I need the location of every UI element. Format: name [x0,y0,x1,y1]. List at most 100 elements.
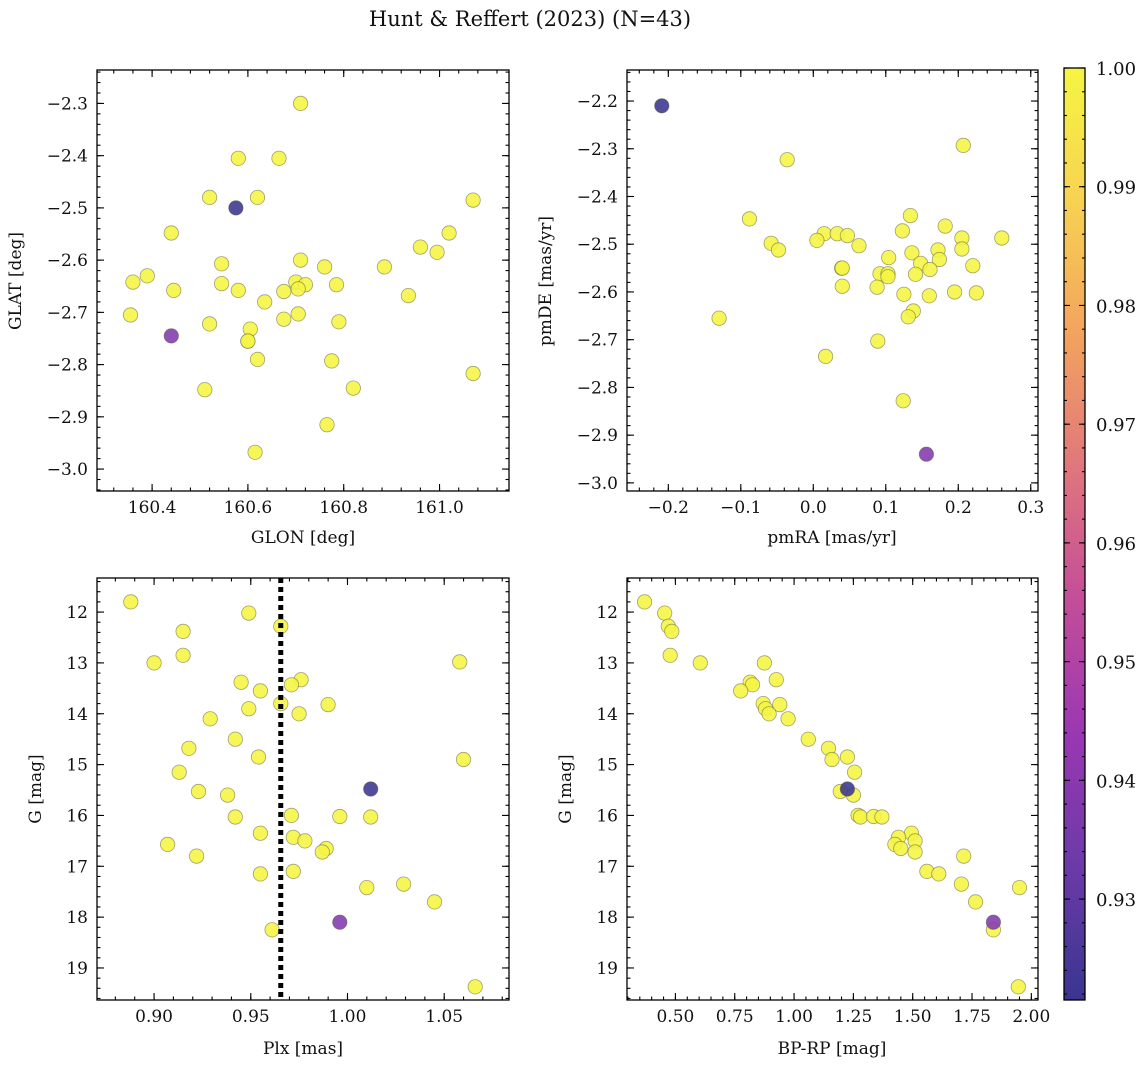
x-tick-label: 0.1 [872,498,899,518]
data-point [230,150,246,166]
data-point [264,922,280,938]
x-tick-label: 160.8 [319,498,368,518]
data-point [175,623,191,640]
data-point [839,228,856,244]
data-point [202,711,218,727]
data-point [1011,879,1028,896]
y-tick-label: 13 [66,654,88,674]
data-point [994,230,1010,246]
data-point [956,848,972,864]
x-tick-label: 161.0 [415,498,464,518]
axes-frame [96,577,510,1001]
x-tick-label: 1.50 [894,1007,932,1027]
data-point [824,751,840,768]
y-tick-label: −2.5 [577,235,618,255]
data-point [257,294,273,310]
data-point [874,809,890,825]
data-point [441,225,457,241]
data-point [214,256,230,272]
data-point [809,232,825,248]
data-point [1010,979,1026,995]
data-point [869,279,885,295]
data-point [834,260,850,276]
y-tick-label: −2.8 [47,356,88,376]
y-tick-label: −2.7 [47,303,88,323]
x-axis-label: pmRA [mas/yr] [767,528,896,548]
data-point [252,683,268,699]
y-tick-label: 19 [596,959,618,979]
data-point [839,749,856,765]
data-point [907,844,923,860]
data-point [772,696,788,713]
data-point [968,285,985,301]
axes-frame [626,69,1039,492]
data-point [465,192,481,208]
y-tick-label: 12 [596,603,618,623]
colorbar-tick-label: 0.97 [1096,415,1136,436]
x-axis-label: Plx [mas] [263,1039,343,1059]
colorbar-tick-label: 0.99 [1096,178,1136,199]
data-point [662,647,678,663]
data-point [249,189,266,205]
y-tick-label: −2.3 [577,140,618,160]
x-tick-label: 1.00 [329,1007,367,1027]
data-point [907,266,924,282]
data-point [741,211,758,227]
data-point [895,393,911,409]
y-tick-label: −2.3 [47,94,88,114]
data-point [181,740,197,756]
x-tick-label: 0.75 [716,1007,754,1027]
panel-pmra-pmde: −0.2 −0.1 0.0 0.1 0.2 0.3 −3.0 −2.9 −2.8 −2.7 −2.6… [536,69,1044,548]
y-axis-label: G [mag] [26,754,46,823]
data-point [345,380,361,396]
data-point [800,731,816,747]
data-point [870,333,886,349]
y-axis-label: GLAT [deg] [6,232,26,330]
x-tick-label: 160.6 [224,498,273,518]
colorbar: 0.93 0.94 0.95 0.96 0.97 0.98 0.99 1.00 [1063,59,1136,1001]
panel-glon-glat: 160.4 160.6 160.8 161.0 −3.0 −2.9 −2.8 −2.7 −2.6… [6,69,510,548]
data-point [202,316,218,332]
data-point [276,283,292,300]
x-tick-label: 1.05 [425,1007,463,1027]
data-point [761,706,777,722]
data-point [125,274,141,290]
data-point [283,677,299,693]
x-axis-label: GLON [deg] [251,528,355,548]
data-point [467,979,483,995]
y-tick-label: 18 [596,908,618,928]
data-point [227,731,243,747]
data-point [937,218,953,234]
data-point [324,353,340,369]
data-point [220,787,236,803]
data-point [290,306,306,322]
data-point [931,251,948,268]
colorbar-tick-label: 0.94 [1096,771,1136,792]
data-point [291,706,307,722]
data-point [953,876,970,892]
data-point [455,751,472,768]
data-point [395,876,412,892]
y-tick-label: 17 [596,857,618,877]
data-point [429,244,445,260]
x-tick-label: 1.00 [775,1007,813,1027]
data-point [271,150,287,166]
data-point [902,208,919,224]
data-point [465,365,481,382]
data-point [967,894,984,910]
data-point [954,241,970,257]
y-tick-label: −2.4 [47,147,88,167]
data-point [756,655,773,671]
data-point [171,764,187,780]
data-point [955,137,971,153]
axes-frame [626,577,1039,1001]
colorbar-tick-label: 0.93 [1096,890,1136,911]
data-point [166,282,182,298]
data-point [779,152,795,168]
y-tick-label: −2.5 [47,199,88,219]
x-tick-label: 1.75 [953,1007,991,1027]
data-point [285,863,301,880]
y-tick-label: −2.9 [577,426,618,446]
y-tick-label: 19 [66,959,88,979]
